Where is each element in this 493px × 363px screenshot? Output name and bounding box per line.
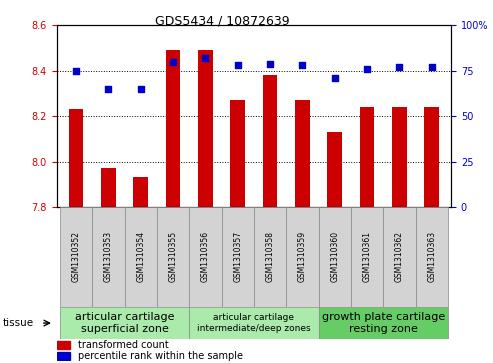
Point: [298, 62, 306, 68]
Text: GSM1310354: GSM1310354: [136, 231, 145, 282]
Bar: [318, 307, 448, 339]
Bar: [295, 100, 310, 207]
Bar: [286, 207, 318, 307]
Text: GSM1310358: GSM1310358: [266, 231, 275, 282]
Point: [137, 86, 144, 92]
Bar: [125, 207, 157, 307]
Bar: [392, 107, 407, 207]
Text: GDS5434 / 10872639: GDS5434 / 10872639: [155, 15, 290, 28]
Text: GSM1310361: GSM1310361: [362, 231, 372, 282]
Point: [266, 61, 274, 66]
Text: growth plate cartilage
resting zone: growth plate cartilage resting zone: [321, 312, 445, 334]
Bar: [101, 168, 116, 207]
Text: GSM1310360: GSM1310360: [330, 231, 339, 282]
Bar: [166, 50, 180, 207]
Bar: [351, 207, 383, 307]
Bar: [383, 207, 416, 307]
Bar: [189, 207, 221, 307]
Bar: [254, 207, 286, 307]
Text: GSM1310357: GSM1310357: [233, 231, 242, 282]
Bar: [57, 352, 70, 360]
Text: GSM1310362: GSM1310362: [395, 231, 404, 282]
Point: [331, 75, 339, 81]
Text: articular cartilage
intermediate/deep zones: articular cartilage intermediate/deep zo…: [197, 313, 311, 333]
Bar: [221, 207, 254, 307]
Bar: [360, 107, 374, 207]
Text: GSM1310363: GSM1310363: [427, 231, 436, 282]
Bar: [416, 207, 448, 307]
Bar: [60, 307, 189, 339]
Bar: [60, 207, 92, 307]
Bar: [263, 75, 278, 207]
Bar: [424, 107, 439, 207]
Bar: [327, 132, 342, 207]
Point: [169, 59, 177, 65]
Text: GSM1310356: GSM1310356: [201, 231, 210, 282]
Bar: [57, 341, 70, 349]
Point: [234, 62, 242, 68]
Point: [202, 55, 210, 61]
Point: [428, 64, 436, 70]
Text: GSM1310353: GSM1310353: [104, 231, 113, 282]
Point: [105, 86, 112, 92]
Bar: [69, 109, 83, 207]
Bar: [134, 178, 148, 207]
Point: [72, 68, 80, 74]
Bar: [157, 207, 189, 307]
Text: GSM1310352: GSM1310352: [71, 231, 80, 282]
Bar: [189, 307, 318, 339]
Bar: [198, 50, 212, 207]
Bar: [318, 207, 351, 307]
Bar: [92, 207, 125, 307]
Point: [395, 64, 403, 70]
Text: percentile rank within the sample: percentile rank within the sample: [78, 351, 244, 361]
Bar: [230, 100, 245, 207]
Text: tissue: tissue: [2, 318, 34, 328]
Text: GSM1310359: GSM1310359: [298, 231, 307, 282]
Text: articular cartilage
superficial zone: articular cartilage superficial zone: [75, 312, 175, 334]
Text: transformed count: transformed count: [78, 340, 169, 350]
Text: GSM1310355: GSM1310355: [169, 231, 177, 282]
Point: [363, 66, 371, 72]
